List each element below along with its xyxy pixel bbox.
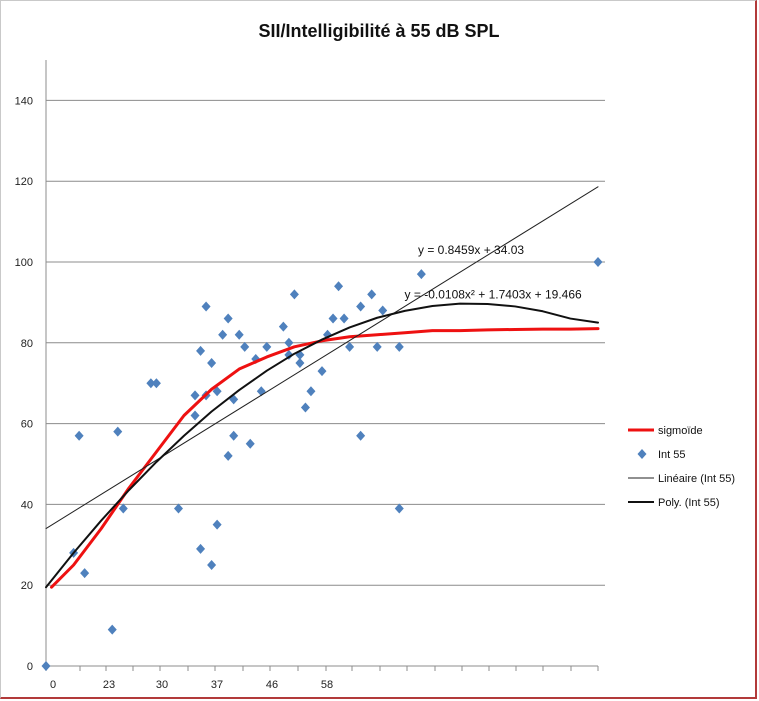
data-point: [289, 289, 299, 300]
data-point: [207, 358, 217, 368]
data-point: [372, 341, 382, 352]
annotations: y = 0.8459x + 34.03 y = -0.0108x² + 1.740…: [405, 243, 582, 301]
trendline-equation: y = -0.0108x² + 1.7403x + 19.466: [405, 287, 582, 301]
data-point: [300, 402, 310, 413]
data-point: [196, 345, 206, 356]
data-point: [190, 410, 200, 421]
y-tick-label: 100: [15, 257, 33, 269]
data-point: [334, 281, 344, 292]
data-point: [367, 289, 377, 300]
axes: 0 20 40 60 80 100 120 140 0 23 30 37 46 58: [15, 60, 599, 691]
chart-title: SII/Intelligibilité à 55 dB SPL: [258, 21, 499, 41]
data-point: [306, 386, 316, 397]
data-point: [80, 568, 90, 579]
data-point: [284, 337, 294, 348]
legend-marker-int55: [637, 449, 647, 459]
legend-label: sigmoïde: [658, 425, 703, 437]
grid: [46, 99, 605, 586]
data-point: [113, 426, 123, 437]
data-point: [378, 305, 388, 316]
trendline-equation: y = 0.8459x + 34.03: [418, 243, 524, 257]
series-int55-points: [41, 257, 603, 671]
data-point: [196, 543, 206, 554]
y-tick-label: 40: [21, 499, 33, 511]
data-point: [295, 358, 305, 368]
data-point: [74, 430, 84, 441]
data-point: [212, 386, 222, 397]
data-point: [190, 390, 200, 401]
legend: sigmoïde Int 55 Linéaire (Int 55) Poly. (In…: [628, 425, 735, 509]
data-point: [394, 341, 404, 352]
data-point: [229, 430, 239, 441]
data-point: [593, 257, 603, 267]
data-point: [173, 503, 183, 514]
y-tick-label: 20: [21, 580, 33, 592]
y-tick-label: 0: [27, 661, 33, 673]
data-point: [107, 624, 117, 635]
data-point: [212, 519, 222, 530]
data-point: [234, 329, 244, 340]
data-point: [356, 430, 366, 441]
data-point: [328, 313, 338, 324]
data-point: [207, 560, 217, 570]
data-point: [339, 313, 349, 324]
data-point: [394, 503, 404, 514]
x-tick-label: 37: [211, 679, 223, 691]
series-layer: [41, 186, 603, 671]
data-point: [317, 366, 327, 377]
series-sigmoid-line: [50, 327, 600, 589]
data-point: [201, 301, 211, 312]
x-tick-label: 30: [156, 679, 168, 691]
legend-label: Linéaire (Int 55): [658, 473, 735, 485]
data-point: [416, 269, 426, 280]
y-tick-label: 60: [21, 419, 33, 431]
legend-label: Poly. (Int 55): [658, 497, 720, 509]
x-tick-label: 23: [103, 679, 115, 691]
data-point: [151, 378, 161, 389]
x-tick-label: 0: [50, 679, 56, 691]
x-tick-label: 58: [321, 679, 333, 691]
legend-label: Int 55: [658, 449, 686, 461]
data-point: [146, 378, 156, 389]
data-point: [218, 329, 228, 340]
y-tick-label: 80: [21, 338, 33, 350]
series-linear-trendline: [45, 186, 599, 530]
data-point: [245, 438, 255, 449]
data-point: [278, 321, 288, 332]
x-tick-label: 46: [266, 679, 278, 691]
y-tick-label: 120: [15, 176, 33, 188]
data-point: [118, 503, 128, 514]
data-point: [356, 301, 366, 312]
data-point: [223, 450, 233, 461]
data-point: [345, 341, 355, 352]
data-point: [41, 661, 51, 671]
data-point: [223, 313, 233, 324]
data-point: [262, 341, 272, 352]
data-point: [240, 341, 250, 352]
y-tick-label: 140: [15, 95, 33, 107]
series-poly-trendline: [45, 302, 599, 589]
